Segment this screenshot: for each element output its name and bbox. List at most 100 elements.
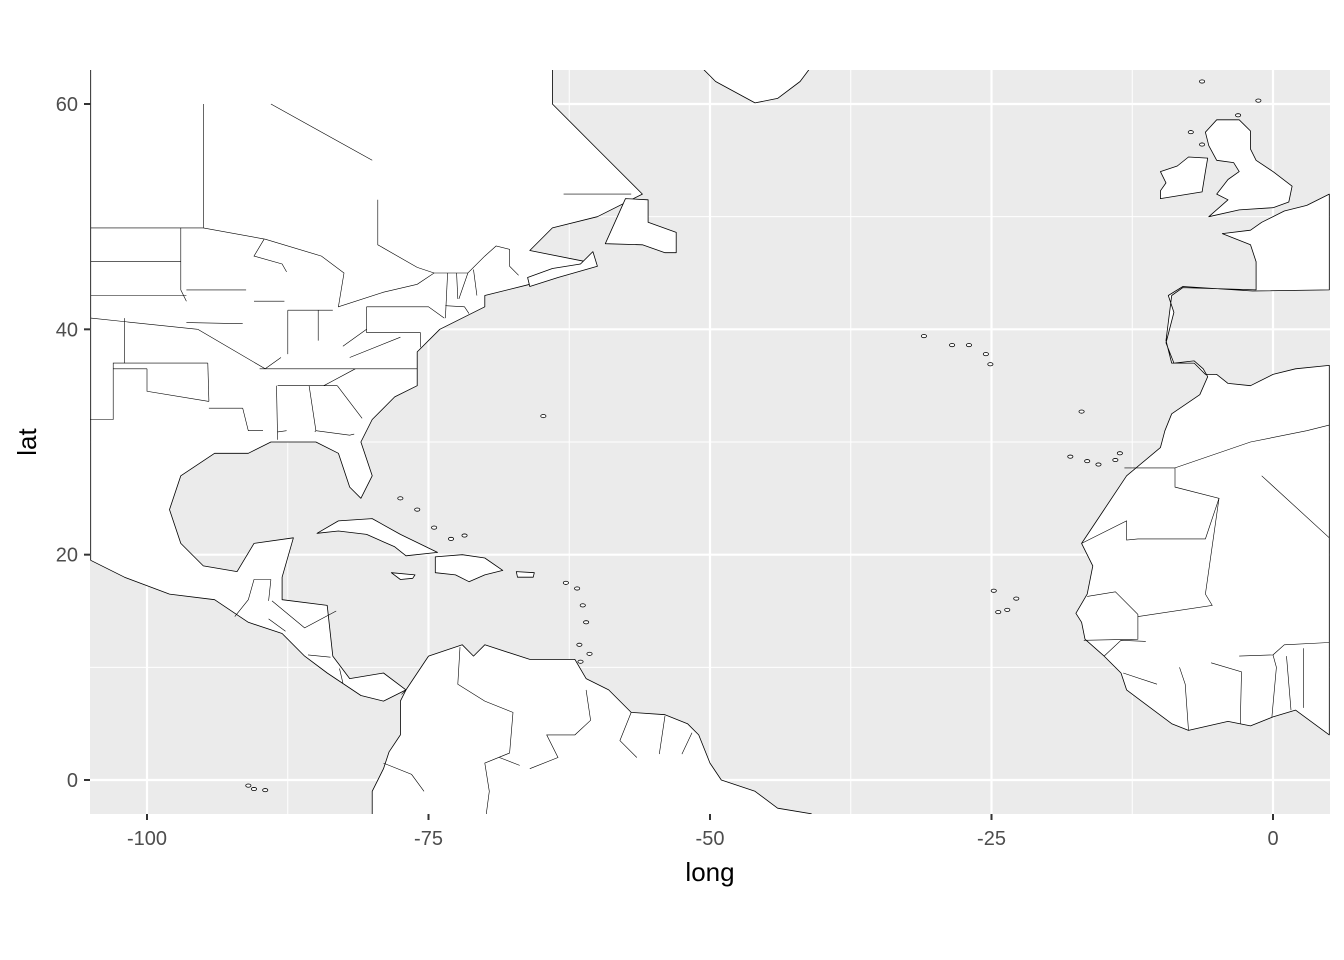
small-island bbox=[1095, 462, 1102, 467]
small-island bbox=[995, 610, 1002, 615]
political-border bbox=[234, 579, 271, 617]
small-island bbox=[1013, 596, 1020, 601]
x-tick-label: -75 bbox=[414, 828, 443, 850]
x-tick-label: -25 bbox=[977, 828, 1006, 850]
landmass-greenland bbox=[703, 70, 810, 104]
y-tick-label: 40 bbox=[56, 319, 78, 341]
small-island bbox=[1112, 458, 1119, 463]
x-tick-label: -100 bbox=[127, 828, 167, 850]
political-border bbox=[1211, 662, 1242, 724]
political-border bbox=[445, 305, 470, 314]
small-island bbox=[397, 496, 404, 501]
y-tick-label: 60 bbox=[56, 94, 78, 116]
political-border bbox=[1137, 498, 1220, 617]
political-border bbox=[315, 430, 355, 436]
small-island bbox=[1116, 451, 1123, 456]
political-border bbox=[1179, 667, 1189, 731]
political-border bbox=[681, 732, 693, 755]
small-island bbox=[262, 788, 269, 793]
political-border bbox=[268, 618, 286, 632]
political-border bbox=[473, 269, 478, 296]
political-border bbox=[180, 227, 187, 302]
small-island bbox=[1004, 607, 1011, 612]
small-island bbox=[1255, 98, 1262, 103]
land-layer bbox=[90, 36, 1330, 814]
small-island bbox=[1078, 409, 1085, 414]
landmass-nova-scotia bbox=[527, 251, 598, 287]
political-border bbox=[619, 712, 638, 758]
political-border bbox=[253, 239, 287, 273]
small-island bbox=[448, 536, 455, 541]
political-border bbox=[90, 317, 198, 330]
y-tick-label: 0 bbox=[67, 770, 78, 792]
landmass-ireland bbox=[1160, 156, 1209, 200]
political-border bbox=[186, 322, 243, 324]
small-island bbox=[245, 783, 252, 788]
small-island bbox=[562, 580, 569, 585]
border-layer bbox=[90, 103, 1330, 814]
landmass-hispaniola bbox=[434, 554, 504, 583]
political-border bbox=[1271, 654, 1277, 717]
x-tick-label: -50 bbox=[696, 828, 725, 850]
landmass-cuba bbox=[316, 518, 438, 557]
x-tick-label: 0 bbox=[1267, 828, 1278, 850]
political-border bbox=[383, 762, 425, 792]
small-island bbox=[579, 603, 586, 608]
small-island bbox=[1067, 454, 1074, 459]
political-border bbox=[1174, 424, 1330, 469]
small-island bbox=[574, 586, 581, 591]
political-border bbox=[276, 385, 278, 440]
political-border bbox=[207, 363, 210, 402]
y-axis-title: lat bbox=[12, 427, 42, 455]
political-border bbox=[1081, 467, 1220, 544]
political-border bbox=[307, 654, 331, 658]
small-island bbox=[414, 507, 421, 512]
small-island bbox=[1199, 142, 1206, 147]
island-layer bbox=[245, 79, 1262, 793]
political-border bbox=[268, 579, 272, 601]
landmass-puerto-rico bbox=[515, 571, 535, 578]
small-island bbox=[920, 334, 927, 339]
political-border bbox=[90, 362, 125, 420]
political-border bbox=[1239, 642, 1330, 657]
small-island bbox=[583, 620, 590, 625]
political-border bbox=[242, 408, 263, 432]
small-island bbox=[965, 343, 972, 348]
political-border bbox=[277, 430, 287, 433]
landmass-south-america bbox=[371, 644, 812, 814]
small-island bbox=[982, 352, 989, 357]
political-border bbox=[270, 103, 373, 161]
political-border bbox=[401, 689, 407, 695]
small-island bbox=[431, 525, 438, 530]
political-border bbox=[342, 329, 367, 347]
small-island bbox=[1084, 459, 1091, 464]
political-border bbox=[1261, 475, 1330, 539]
political-border bbox=[659, 715, 666, 755]
political-border bbox=[323, 368, 356, 386]
political-border bbox=[337, 385, 363, 419]
political-border bbox=[458, 272, 469, 299]
political-border bbox=[457, 647, 514, 814]
political-border bbox=[456, 272, 459, 299]
small-island bbox=[586, 651, 593, 656]
political-border bbox=[1083, 591, 1139, 641]
political-border bbox=[366, 306, 445, 319]
political-border bbox=[146, 368, 209, 402]
small-island bbox=[1187, 130, 1194, 135]
political-border bbox=[529, 689, 591, 769]
y-tick-label: 20 bbox=[56, 545, 78, 567]
small-island bbox=[540, 414, 547, 419]
landmass-great-britain bbox=[1205, 119, 1293, 218]
political-border bbox=[377, 199, 435, 274]
political-border bbox=[1123, 672, 1158, 685]
small-island bbox=[577, 659, 584, 664]
landmass-iceland bbox=[1003, 36, 1120, 65]
small-island bbox=[990, 588, 997, 593]
political-border bbox=[445, 272, 448, 319]
landmass-jamaica bbox=[390, 572, 416, 580]
political-border bbox=[349, 336, 401, 358]
political-border bbox=[1286, 656, 1292, 711]
small-island bbox=[576, 642, 583, 647]
landmass-newfoundland bbox=[604, 198, 677, 254]
